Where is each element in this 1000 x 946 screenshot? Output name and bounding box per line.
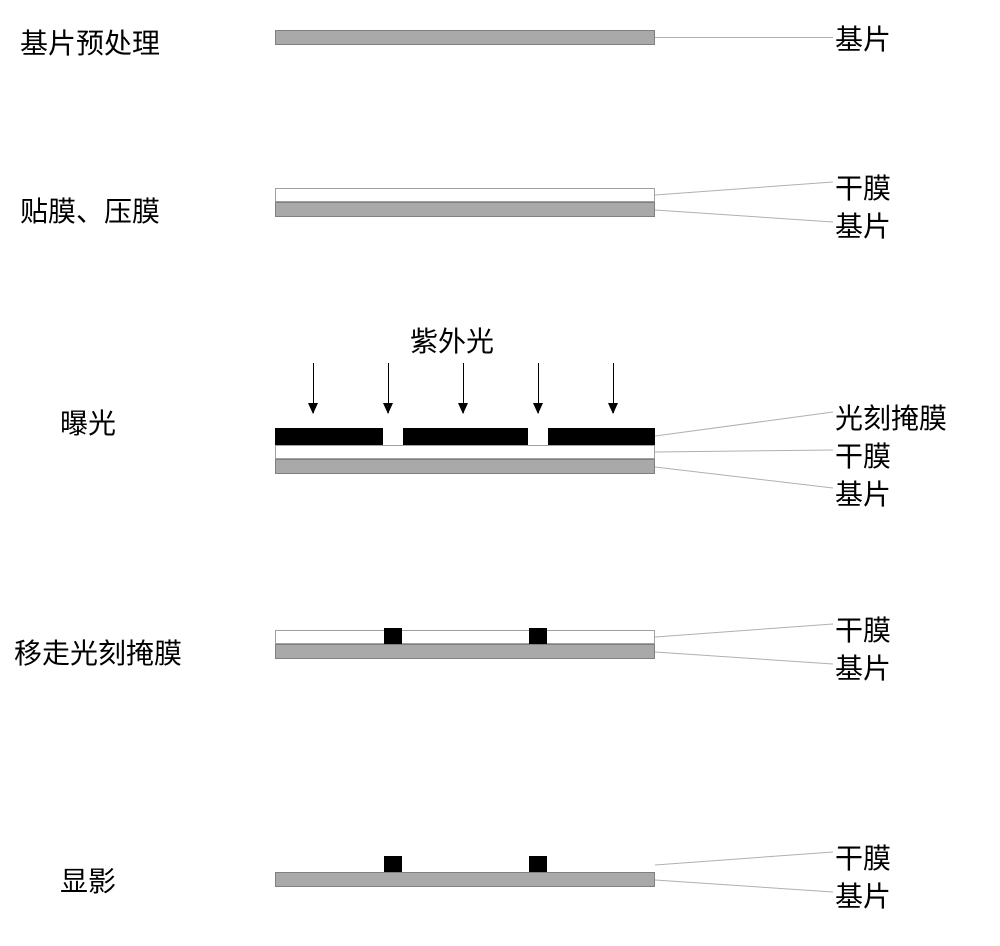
step4-label: 移走光刻掩膜 [14,632,182,672]
step4-dot-1 [529,628,547,644]
step1-label: 基片预处理 [20,22,160,62]
step3-arrow-1 [388,363,389,413]
step2-label: 贴膜、压膜 [20,190,160,230]
step3-mask-0 [275,428,383,445]
step3-rlabel-0: 光刻掩膜 [835,397,947,437]
step1-connector [655,37,833,38]
step5-rlabel-0: 干膜 [835,837,891,877]
step2-rlabel-0: 干膜 [835,167,891,207]
step3-mask-2 [548,428,655,445]
step4-dryfilm [275,630,655,644]
step3-arrow-4 [613,363,614,413]
step4-dot-0 [384,628,402,644]
step3-arrow-3 [538,363,539,413]
step5-substrate [275,872,655,887]
step2-rlabel-1: 基片 [835,205,891,245]
step4-substrate [275,644,655,659]
step3-arrow-0 [313,363,314,413]
step3-mask-1 [403,428,528,445]
step2-substrate [275,202,655,217]
step4-connectors [655,612,835,682]
step4-rlabel-1: 基片 [835,647,891,687]
step1-substrate [275,30,655,45]
step3-rlabel-2: 基片 [835,473,891,513]
step3-substrate [275,459,655,474]
step5-rlabel-1: 基片 [835,875,891,915]
step3-dryfilm [275,445,655,459]
step3-label: 曝光 [60,402,116,442]
step2-connectors [655,170,835,240]
step1-rlabel-0: 基片 [835,18,891,58]
step3-arrow-2 [463,363,464,413]
step3-rlabel-1: 干膜 [835,435,891,475]
step4-rlabel-0: 干膜 [835,609,891,649]
step2-dryfilm [275,188,655,202]
step5-dot-1 [529,856,547,872]
step3-connectors [655,400,835,500]
step5-dot-0 [384,856,402,872]
step5-label: 显影 [60,860,116,900]
step3-uv-label: 紫外光 [410,320,494,360]
step5-connectors [655,840,835,910]
